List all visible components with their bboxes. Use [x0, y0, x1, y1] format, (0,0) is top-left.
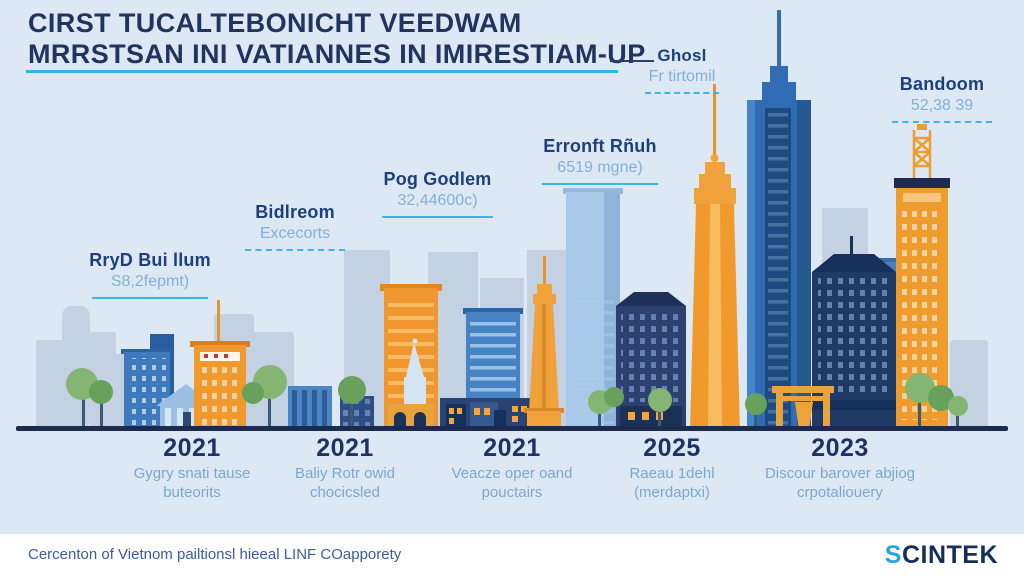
building-navy-mansard — [812, 236, 896, 430]
monument-arch — [772, 386, 834, 430]
tree-icon — [745, 393, 767, 430]
building-blue-empire — [747, 10, 811, 430]
timeline-caption-line2: pouctairs — [481, 484, 543, 501]
callout-leader-line — [610, 60, 654, 62]
callout-title: Bandoom — [899, 74, 985, 94]
timeline-caption-line2: buteorits — [163, 484, 221, 501]
callout-value: 6519 mgne) — [557, 159, 643, 176]
callout-value: Fr tirtomil — [648, 68, 716, 85]
callout-underline — [244, 249, 346, 251]
callout-pog-godlem: Pog Godlem 32,44600c) — [360, 169, 515, 218]
callout-title: Erronft Rñuh — [543, 136, 657, 156]
timeline-year: 2025 — [643, 434, 701, 462]
timeline-caption: Discour barover abjiog crpotaliouery — [740, 464, 940, 502]
timeline-caption-line1: Baliy Rotr owid — [294, 465, 396, 482]
callout-title: Pog Godlem — [383, 169, 492, 189]
timeline-caption: Veacze oper oand pouctairs — [412, 464, 612, 502]
callout-value: Excecorts — [259, 225, 331, 242]
callout-value: 52,38 39 — [910, 97, 974, 114]
callout-erronft: Erronft Rñuh 6519 mgne) — [520, 136, 680, 185]
timeline-caption: Raeau 1dehl (merdaptxi) — [572, 464, 772, 502]
footer-bar: Cercenton of Vietnom pailtionsl hieeal L… — [0, 534, 1024, 576]
trees — [66, 365, 968, 430]
brand-logo-mark: S — [884, 541, 902, 569]
timeline-year: 2021 — [163, 434, 221, 462]
callout-underline — [891, 121, 993, 123]
brand-logo: SCINTEK — [885, 541, 998, 570]
tree-icon — [338, 376, 366, 430]
tree-icon — [648, 388, 672, 430]
timeline-caption-line1: Discour barover abjiog — [764, 465, 916, 482]
timeline-caption-line2: chocicsled — [309, 484, 381, 501]
building-small-pagoda-tower — [524, 256, 564, 430]
page-title-line2: MRRSTSAN INI VATIANNES IN IMIRESTIAM-UP — [28, 39, 646, 69]
tree-icon — [905, 373, 968, 430]
timeline-caption-line2: crpotaliouery — [797, 484, 883, 501]
callout-title: Ghosl — [657, 46, 707, 65]
building-orange-hotel — [190, 300, 250, 430]
tree-icon — [588, 387, 624, 430]
callout-value: 32,44600c) — [397, 192, 478, 209]
street-shops — [440, 398, 540, 430]
callout-bidlreom: Bidlreom Excecorts — [225, 202, 365, 251]
city-buildings — [121, 10, 950, 430]
building-orange-arch-gate — [388, 404, 434, 430]
timeline-year: 2021 — [316, 434, 374, 462]
callout-underline — [542, 183, 658, 185]
building-orange-landmark-tower — [690, 84, 740, 430]
ground-baseline — [16, 426, 1008, 431]
timeline-caption-line1: Gygry snati tause — [133, 465, 251, 482]
title-underline — [26, 70, 618, 73]
page-title-line1: CIRST TUCALTEBONICHT VEEDWAM — [28, 8, 522, 38]
callout-rryd: RryD Bui llum S8,2fepmt) — [70, 250, 230, 299]
timeline-caption: Baliy Rotr owid chocicsled — [245, 464, 445, 502]
timeline-year: 2021 — [483, 434, 541, 462]
timeline-caption: Gygry snati tause buteorits — [92, 464, 292, 502]
callout-underline — [92, 297, 208, 299]
timeline-year: 2023 — [811, 434, 869, 462]
tree-icon — [242, 365, 287, 430]
callout-underline — [644, 92, 720, 94]
callout-bandoom: Bandoom 52,38 39 — [872, 74, 1012, 123]
timeline-caption-line2: (merdaptxi) — [634, 484, 710, 501]
building-blue-striped-block — [288, 386, 332, 430]
callout-title: Bidlreom — [255, 202, 335, 222]
callout-ghosl: Ghosl Fr tirtomil — [630, 46, 734, 94]
callout-value: S8,2fepmt) — [110, 273, 190, 290]
timeline-caption-line1: Veacze oper oand — [451, 465, 573, 482]
page-title: CIRST TUCALTEBONICHT VEEDWAM MRRSTSAN IN… — [28, 8, 646, 70]
callout-title: RryD Bui llum — [89, 250, 211, 270]
callout-underline — [381, 216, 494, 218]
building-navy-roof — [616, 292, 686, 430]
timeline-caption-line1: Raeau 1dehl — [629, 465, 715, 482]
tree-icon — [66, 368, 113, 430]
brand-logo-text: CINTEK — [901, 541, 998, 569]
footer-caption: Cercenton of Vietnom pailtionsl hieeal L… — [28, 546, 402, 563]
